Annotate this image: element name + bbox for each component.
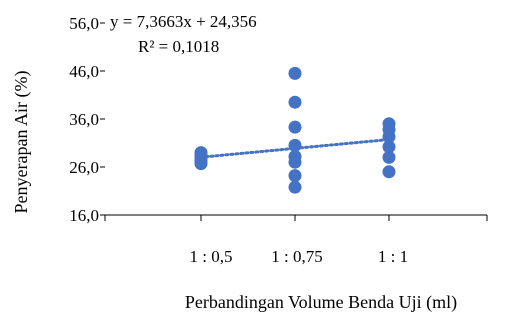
data-point <box>288 120 302 134</box>
data-point <box>194 157 208 171</box>
data-point <box>382 130 396 144</box>
data-point <box>288 180 302 194</box>
data-point <box>288 66 302 80</box>
trendline-equation: y = 7,3663x + 24,356 <box>110 12 257 31</box>
data-points <box>194 66 396 194</box>
data-point <box>382 140 396 154</box>
x-axis-title: Perbandingan Volume Benda Uji (ml) <box>185 292 457 313</box>
x-axis-ticks: 1 : 0,5 1 : 0,75 1 : 1 <box>104 215 488 266</box>
data-point <box>382 165 396 179</box>
y-tick-label: 36,0 <box>69 110 99 129</box>
y-axis-ticks: 16,0 26,0 36,0 46,0 56,0 <box>69 14 105 225</box>
x-tick-label: 1 : 0,75 <box>271 247 322 266</box>
data-point <box>288 95 302 109</box>
x-tick-label: 1 : 0,5 <box>190 247 233 266</box>
data-point <box>288 169 302 183</box>
r-squared-label: R² = 0,1018 <box>138 37 219 56</box>
y-tick-label: 26,0 <box>69 158 99 177</box>
x-tick-label: 1 : 1 <box>378 247 408 266</box>
y-tick-label: 46,0 <box>69 62 99 81</box>
y-tick-label: 16,0 <box>69 206 99 225</box>
y-tick-label: 56,0 <box>69 14 99 33</box>
y-axis-title: Penyerapan Air (%) <box>11 71 32 214</box>
data-point <box>288 155 302 169</box>
data-point <box>288 138 302 152</box>
data-point <box>382 150 396 164</box>
